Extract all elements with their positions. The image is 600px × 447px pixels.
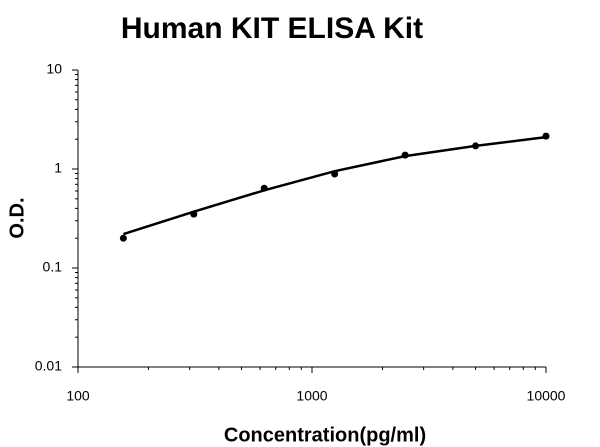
y-tick-label: 10 xyxy=(46,61,62,77)
y-tick-label: 0.1 xyxy=(43,259,63,275)
fit-line xyxy=(123,135,547,236)
chart-title: Human KIT ELISA Kit xyxy=(121,12,423,45)
x-tick-label: 10000 xyxy=(527,388,566,404)
x-tick-label: 100 xyxy=(66,388,90,404)
x-tick-label: 1000 xyxy=(296,388,327,404)
x-axis-label: Concentration(pg/ml) xyxy=(224,424,426,446)
y-axis-label: O.D. xyxy=(6,197,28,238)
data-point xyxy=(119,234,127,242)
y-tick-label: 0.01 xyxy=(35,358,62,374)
y-tick-label: 1 xyxy=(54,160,62,176)
